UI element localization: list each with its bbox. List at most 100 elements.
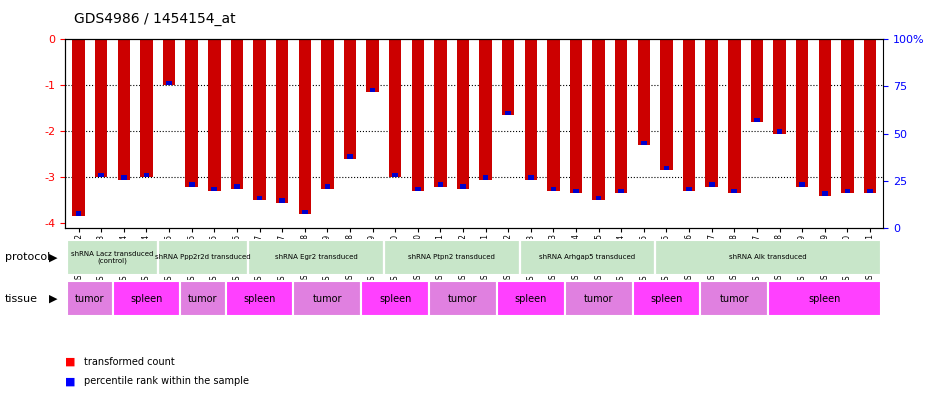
FancyBboxPatch shape	[632, 281, 700, 316]
Bar	[686, 187, 692, 191]
Bar	[502, 39, 514, 115]
Bar	[299, 39, 311, 214]
Bar	[208, 39, 220, 191]
FancyBboxPatch shape	[67, 281, 113, 316]
Bar	[551, 187, 556, 191]
Bar	[302, 209, 308, 214]
Bar	[844, 189, 850, 193]
Bar	[573, 189, 578, 193]
Bar	[389, 39, 402, 177]
Bar	[618, 189, 624, 193]
Bar	[370, 88, 376, 92]
Bar	[231, 39, 243, 189]
Text: percentile rank within the sample: percentile rank within the sample	[84, 376, 248, 386]
Bar	[253, 39, 266, 200]
Bar	[185, 39, 198, 187]
Bar	[140, 39, 153, 177]
Text: tumor: tumor	[312, 294, 342, 304]
Bar	[366, 39, 379, 92]
Text: spleen: spleen	[514, 294, 547, 304]
Bar	[121, 175, 126, 180]
Text: tumor: tumor	[75, 294, 105, 304]
Text: ■: ■	[65, 376, 75, 386]
Text: spleen: spleen	[244, 294, 275, 304]
Bar	[683, 39, 696, 191]
Bar	[818, 39, 830, 196]
Bar	[751, 39, 764, 122]
Bar	[479, 39, 492, 180]
FancyBboxPatch shape	[384, 240, 520, 275]
Bar	[95, 39, 108, 177]
Bar	[392, 173, 398, 177]
FancyBboxPatch shape	[248, 240, 384, 275]
Bar	[641, 141, 646, 145]
Text: ▶: ▶	[48, 252, 58, 263]
Text: shRNA Arhgap5 transduced: shRNA Arhgap5 transduced	[539, 254, 635, 261]
Bar	[796, 39, 808, 187]
Bar	[321, 39, 334, 189]
Bar	[415, 187, 420, 191]
Bar	[528, 175, 534, 180]
Bar	[460, 184, 466, 189]
FancyBboxPatch shape	[768, 281, 882, 316]
Bar	[483, 175, 488, 180]
Text: spleen: spleen	[808, 294, 841, 304]
Bar	[822, 191, 828, 196]
Bar	[211, 187, 217, 191]
Bar	[505, 110, 512, 115]
Bar	[457, 39, 470, 189]
Bar	[709, 182, 714, 187]
Bar	[412, 39, 424, 191]
Text: tumor: tumor	[720, 294, 749, 304]
Bar	[728, 39, 740, 193]
Bar	[732, 189, 737, 193]
Bar	[325, 184, 330, 189]
Text: tumor: tumor	[188, 294, 218, 304]
Bar	[234, 184, 240, 189]
Text: ■: ■	[65, 356, 75, 367]
Text: shRNA Ppp2r2d transduced: shRNA Ppp2r2d transduced	[155, 254, 251, 261]
FancyBboxPatch shape	[700, 281, 768, 316]
Bar	[867, 189, 872, 193]
Text: shRNA Alk transduced: shRNA Alk transduced	[729, 254, 807, 261]
Bar	[706, 39, 718, 187]
Bar	[434, 39, 446, 187]
Bar	[166, 81, 172, 85]
Bar	[163, 39, 176, 85]
Bar	[279, 198, 285, 203]
Text: spleen: spleen	[650, 294, 683, 304]
Text: tumor: tumor	[448, 294, 478, 304]
FancyBboxPatch shape	[655, 240, 882, 275]
Bar	[257, 196, 262, 200]
Bar	[344, 39, 356, 159]
Text: shRNA Egr2 transduced: shRNA Egr2 transduced	[274, 254, 357, 261]
Bar	[73, 39, 85, 217]
Bar	[347, 154, 352, 159]
FancyBboxPatch shape	[226, 281, 294, 316]
FancyBboxPatch shape	[520, 240, 655, 275]
Bar	[525, 39, 537, 180]
Text: ▶: ▶	[48, 294, 58, 304]
FancyBboxPatch shape	[429, 281, 497, 316]
FancyBboxPatch shape	[158, 240, 248, 275]
Bar	[118, 39, 130, 180]
FancyBboxPatch shape	[565, 281, 632, 316]
FancyBboxPatch shape	[113, 281, 180, 316]
Bar	[754, 118, 760, 122]
Bar	[638, 39, 650, 145]
Bar	[777, 129, 782, 134]
Bar	[570, 39, 582, 193]
Text: shRNA Ptpn2 transduced: shRNA Ptpn2 transduced	[408, 254, 495, 261]
Text: tumor: tumor	[584, 294, 614, 304]
FancyBboxPatch shape	[67, 240, 158, 275]
Text: shRNA Lacz transduced
(control): shRNA Lacz transduced (control)	[72, 251, 153, 264]
Bar	[864, 39, 876, 193]
Bar	[592, 39, 604, 200]
Bar	[547, 39, 560, 191]
FancyBboxPatch shape	[180, 281, 226, 316]
Bar	[660, 39, 672, 171]
Bar	[664, 166, 670, 171]
FancyBboxPatch shape	[294, 281, 361, 316]
Bar	[143, 173, 150, 177]
Text: spleen: spleen	[130, 294, 163, 304]
